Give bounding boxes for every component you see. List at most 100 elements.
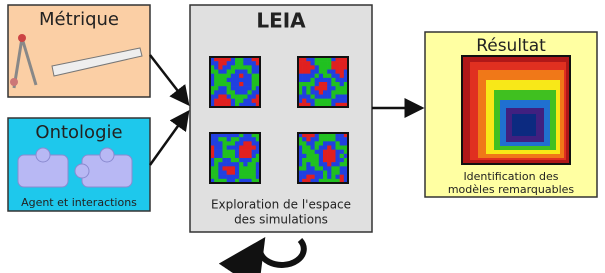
grid-cell bbox=[239, 154, 243, 158]
grid-cell bbox=[243, 61, 247, 65]
ontologie-caption: Agent et interactions bbox=[21, 196, 137, 209]
grid-cell bbox=[231, 95, 235, 99]
grid-cell bbox=[327, 70, 331, 74]
grid-cell bbox=[319, 90, 323, 94]
grid-cell bbox=[227, 146, 231, 150]
grid-cell bbox=[231, 154, 235, 158]
grid-cell bbox=[248, 171, 252, 175]
grid-cell bbox=[235, 137, 239, 141]
grid-cell bbox=[243, 158, 247, 162]
grid-cell bbox=[315, 154, 319, 158]
grid-cell bbox=[323, 95, 327, 99]
grid-cell bbox=[336, 150, 340, 154]
grid-cell bbox=[319, 86, 323, 90]
grid-cell bbox=[235, 70, 239, 74]
grid-cell bbox=[227, 86, 231, 90]
grid-cell bbox=[227, 166, 231, 170]
loop-arrow bbox=[260, 240, 304, 265]
grid-cell bbox=[327, 99, 331, 103]
grid-cell bbox=[302, 86, 306, 90]
grid-cell bbox=[235, 78, 239, 82]
grid-cell bbox=[218, 90, 222, 94]
grid-cell bbox=[239, 65, 243, 69]
grid-cell bbox=[214, 70, 218, 74]
grid-cell bbox=[336, 78, 340, 82]
grid-cell bbox=[302, 171, 306, 175]
grid-cell bbox=[323, 82, 327, 86]
grid-cell bbox=[214, 61, 218, 65]
grid-cell bbox=[311, 82, 315, 86]
grid-cell bbox=[223, 90, 227, 94]
grid-cell bbox=[323, 78, 327, 82]
grid-cell bbox=[227, 61, 231, 65]
grid-cell bbox=[248, 162, 252, 166]
grid-cell bbox=[248, 95, 252, 99]
grid-cell bbox=[340, 162, 344, 166]
grid-cell bbox=[214, 175, 218, 179]
grid-cell bbox=[235, 95, 239, 99]
grid-cell bbox=[214, 150, 218, 154]
grid-cell bbox=[336, 154, 340, 158]
grid-cell bbox=[248, 86, 252, 90]
grid-cell bbox=[331, 154, 335, 158]
grid-cell bbox=[336, 95, 340, 99]
grid-cell bbox=[336, 86, 340, 90]
grid-cell bbox=[319, 146, 323, 150]
grid-cell bbox=[223, 95, 227, 99]
grid-cell bbox=[323, 74, 327, 78]
grid-cell bbox=[319, 158, 323, 162]
grid-cell bbox=[223, 74, 227, 78]
grid-cell bbox=[235, 61, 239, 65]
grid-cell bbox=[214, 90, 218, 94]
grid-cell bbox=[231, 171, 235, 175]
grid-cell bbox=[306, 61, 310, 65]
grid-cell bbox=[239, 78, 243, 82]
grid-cell bbox=[243, 95, 247, 99]
grid-cell bbox=[319, 166, 323, 170]
grid-cell bbox=[214, 78, 218, 82]
grid-cell bbox=[327, 154, 331, 158]
grid-cell bbox=[336, 141, 340, 145]
grid-cell bbox=[315, 65, 319, 69]
grid-cell bbox=[340, 154, 344, 158]
grid-cell bbox=[327, 171, 331, 175]
grid-cell bbox=[243, 86, 247, 90]
grid-cell bbox=[302, 90, 306, 94]
grid-cell bbox=[302, 82, 306, 86]
grid-cell bbox=[306, 171, 310, 175]
grid-cell bbox=[306, 65, 310, 69]
grid-cell bbox=[340, 74, 344, 78]
grid-cell bbox=[336, 137, 340, 141]
grid-cell bbox=[340, 141, 344, 145]
grid-cell bbox=[223, 137, 227, 141]
grid-cell bbox=[331, 150, 335, 154]
grid-cell bbox=[311, 61, 315, 65]
grid-cell bbox=[311, 141, 315, 145]
grid-cell bbox=[331, 78, 335, 82]
grid-cell bbox=[327, 74, 331, 78]
grid-cell bbox=[239, 171, 243, 175]
grid-cell bbox=[302, 154, 306, 158]
grid-cell bbox=[302, 166, 306, 170]
resultat-title: Résultat bbox=[476, 36, 546, 56]
grid-cell bbox=[214, 86, 218, 90]
grid-cell bbox=[336, 171, 340, 175]
grid-cell bbox=[252, 141, 256, 145]
grid-cell bbox=[319, 82, 323, 86]
grid-cell bbox=[336, 82, 340, 86]
grid-cell bbox=[214, 95, 218, 99]
grid-cell bbox=[319, 61, 323, 65]
grid-cell bbox=[302, 162, 306, 166]
grid-cell bbox=[311, 175, 315, 179]
grid-cell bbox=[311, 171, 315, 175]
grid-cell bbox=[248, 99, 252, 103]
grid-cell bbox=[218, 175, 222, 179]
grid-cell bbox=[323, 61, 327, 65]
grid-cell bbox=[239, 166, 243, 170]
grid-cell bbox=[340, 150, 344, 154]
grid-cell bbox=[302, 175, 306, 179]
grid-cell bbox=[248, 90, 252, 94]
grid-cell bbox=[340, 86, 344, 90]
grid-cell bbox=[336, 175, 340, 179]
grid-cell bbox=[239, 141, 243, 145]
